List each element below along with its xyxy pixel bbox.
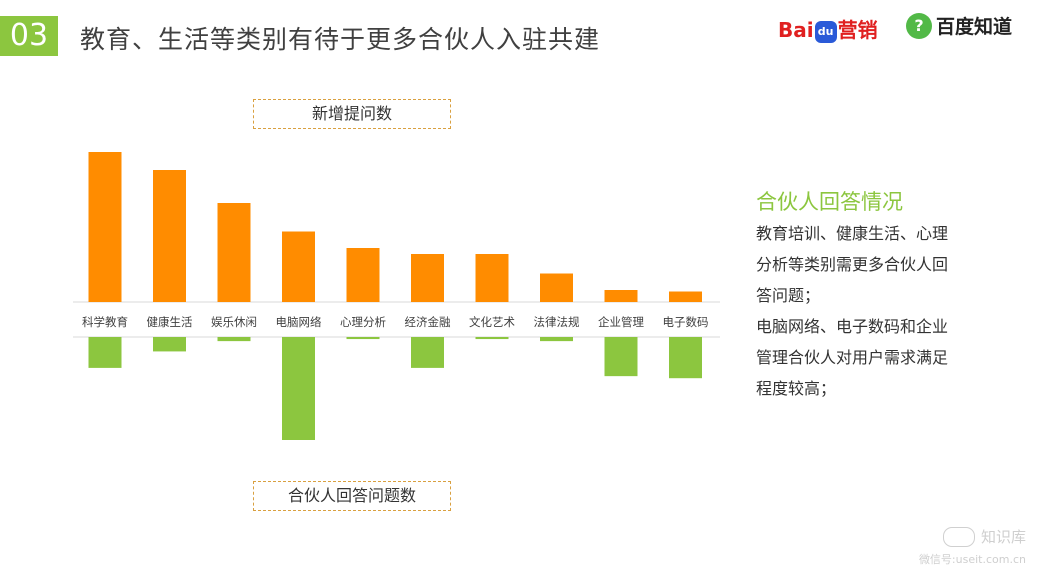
- watermark-sub: 微信号:useit.com.cn: [918, 553, 1026, 566]
- bar-partner-answers-5: [411, 337, 444, 368]
- bar-new-questions-0: [88, 152, 122, 302]
- baidu-zhidao-logo: ? 百度知道: [906, 12, 1012, 39]
- question-bubble-icon: ?: [906, 12, 932, 39]
- category-label: 电脑网络: [276, 315, 322, 329]
- bar-partner-answers-1: [153, 337, 186, 352]
- logo-baidu-pre: Bai: [778, 18, 814, 42]
- category-label: 科学教育: [82, 315, 128, 329]
- watermark: 知识库 微信号:useit.com.cn: [919, 526, 1026, 567]
- category-label: 健康生活: [147, 315, 193, 329]
- bar-new-questions-2: [217, 203, 251, 302]
- category-label: 心理分析: [340, 315, 386, 329]
- side-paragraph-1: 教育培训、健康生活、心理分析等类别需更多合伙人回答问题；: [756, 224, 949, 305]
- side-title: 合伙人回答情况: [756, 190, 903, 214]
- bar-new-questions-6: [475, 254, 509, 302]
- bar-new-questions-7: [540, 273, 573, 302]
- bar-partner-answers-8: [604, 337, 638, 377]
- bar-new-questions-9: [669, 291, 702, 302]
- bar-partner-answers-7: [540, 337, 573, 342]
- logo-baidu-post: 营销: [837, 18, 878, 42]
- bar-partner-answers-9: [669, 337, 702, 379]
- zhidao-logo-text: 百度知道: [936, 16, 1013, 38]
- category-label: 企业管理: [598, 315, 644, 329]
- bar-new-questions-3: [282, 231, 315, 302]
- bar-partner-answers-2: [217, 337, 251, 342]
- bar-new-questions-4: [346, 248, 380, 302]
- bar-partner-answers-0: [88, 337, 122, 368]
- category-labels: 科学教育 健康生活 娱乐休闲 电脑网络 心理分析 经济金融 文化艺术 法律法规 企业管理 电子数码: [82, 315, 709, 329]
- bar-partner-answers-4: [346, 337, 380, 340]
- legend-partner-answers: 合伙人回答问题数: [253, 481, 451, 511]
- watermark-name: 知识库: [980, 528, 1026, 546]
- category-label: 法律法规: [534, 315, 580, 329]
- bar-new-questions-8: [604, 290, 638, 302]
- new-questions-bars: [88, 152, 702, 302]
- category-label: 娱乐休闲: [211, 315, 257, 329]
- legend-new-questions: 新增提问数: [253, 99, 451, 129]
- partner-answer-bars: [88, 337, 702, 440]
- bar-partner-answers-6: [475, 337, 509, 340]
- page-title: 教育、生活等类别有待于更多合伙人入驻共建: [80, 25, 601, 54]
- category-label: 经济金融: [405, 315, 451, 329]
- category-label: 文化艺术: [469, 315, 515, 329]
- category-label: 电子数码: [663, 315, 709, 329]
- bar-partner-answers-3: [282, 337, 315, 440]
- side-paragraph-2: 电脑网络、电子数码和企业管理合伙人对用户需求满足程度较高；: [756, 317, 949, 398]
- section-number-badge: 03: [0, 16, 58, 56]
- baidu-marketing-logo: Bai du 营销: [778, 14, 878, 43]
- wechat-icon: [942, 526, 975, 547]
- bar-new-questions-1: [153, 170, 186, 302]
- bar-new-questions-5: [411, 254, 444, 302]
- paw-icon: du: [814, 21, 837, 43]
